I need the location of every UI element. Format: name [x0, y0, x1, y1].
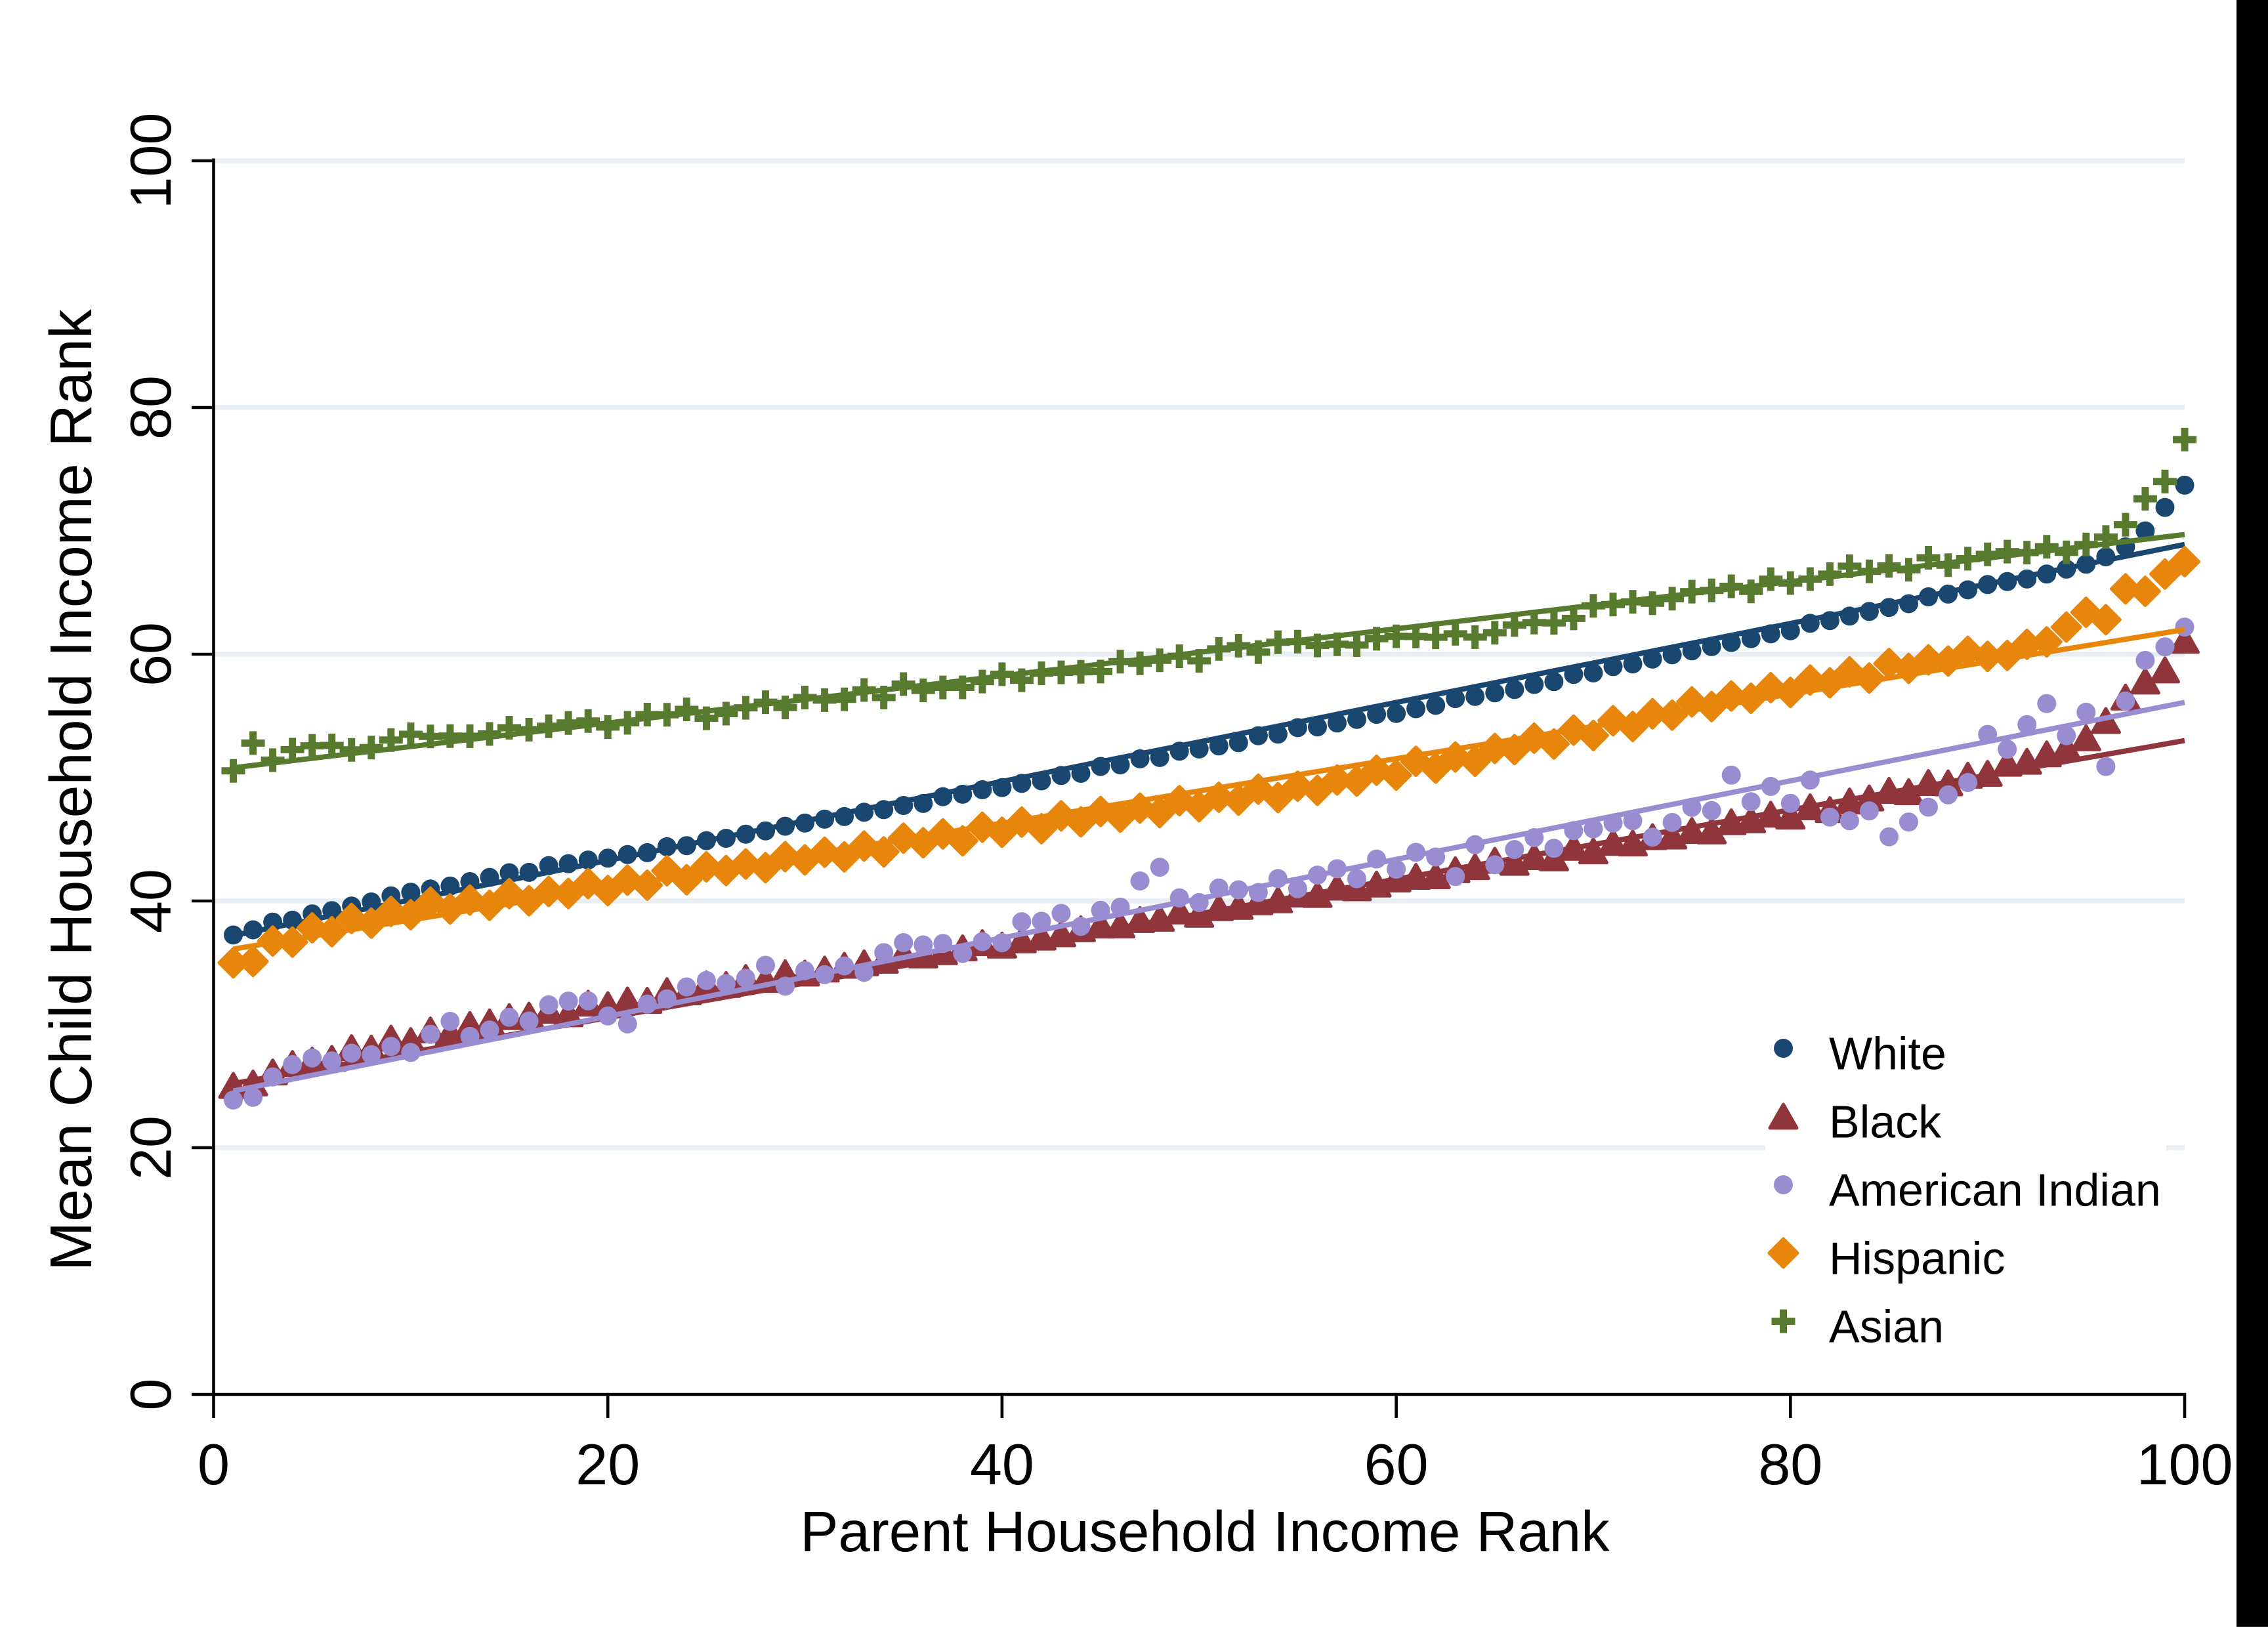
- svg-text:0: 0: [118, 1379, 183, 1411]
- svg-text:Asian: Asian: [1829, 1301, 1944, 1352]
- svg-text:20: 20: [576, 1432, 640, 1497]
- svg-text:Hispanic: Hispanic: [1829, 1233, 2005, 1284]
- svg-text:40: 40: [118, 869, 183, 933]
- svg-text:60: 60: [1364, 1432, 1429, 1497]
- svg-text:60: 60: [118, 622, 183, 686]
- svg-text:0: 0: [198, 1432, 230, 1497]
- svg-text:100: 100: [2137, 1432, 2233, 1497]
- svg-text:White: White: [1829, 1028, 1946, 1079]
- svg-text:100: 100: [118, 113, 183, 209]
- svg-text:20: 20: [118, 1116, 183, 1180]
- svg-text:80: 80: [118, 375, 183, 440]
- svg-text:Black: Black: [1829, 1097, 1942, 1148]
- svg-text:Parent Household Income Rank: Parent Household Income Rank: [800, 1500, 1610, 1564]
- svg-text:American Indian: American Indian: [1829, 1165, 2161, 1216]
- svg-text:80: 80: [1758, 1432, 1822, 1497]
- svg-text:40: 40: [970, 1432, 1034, 1497]
- svg-text:Mean Child Household Income Ra: Mean Child Household Income Rank: [39, 308, 104, 1271]
